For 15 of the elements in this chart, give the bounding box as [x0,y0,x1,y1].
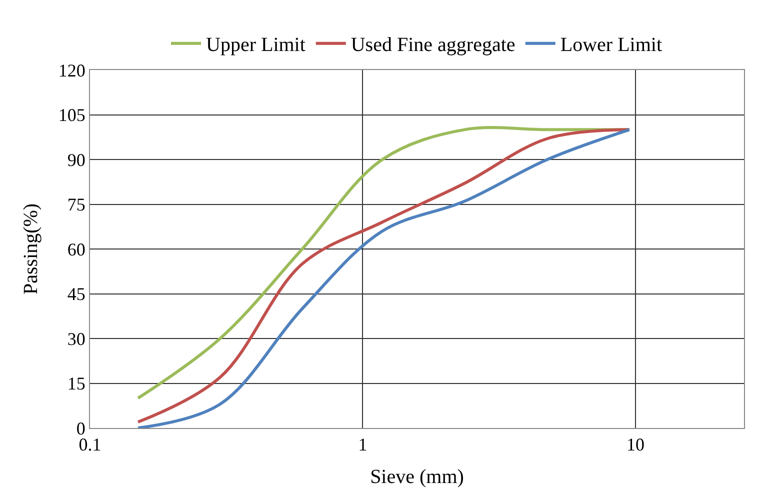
legend-label: Used Fine aggregate [350,34,516,56]
legend-label: Upper Limit [206,34,306,56]
y-tick-label: 60 [67,239,86,260]
x-tick-label: 10 [626,434,644,455]
legend-label: Lower Limit [560,34,662,56]
y-tick-label: 120 [58,60,86,80]
x-tick-label: 1 [358,434,368,455]
y-tick-label: 90 [67,150,86,170]
y-tick-label: 105 [58,105,86,126]
y-axis-title: Passing(%) [20,203,42,295]
y-tick-label: 45 [67,284,86,304]
y-tick-label: 30 [67,328,86,349]
y-tick-label: 75 [67,194,86,215]
x-axis-title: Sieve (mm) [370,466,464,488]
y-tick-label: 15 [67,374,86,394]
